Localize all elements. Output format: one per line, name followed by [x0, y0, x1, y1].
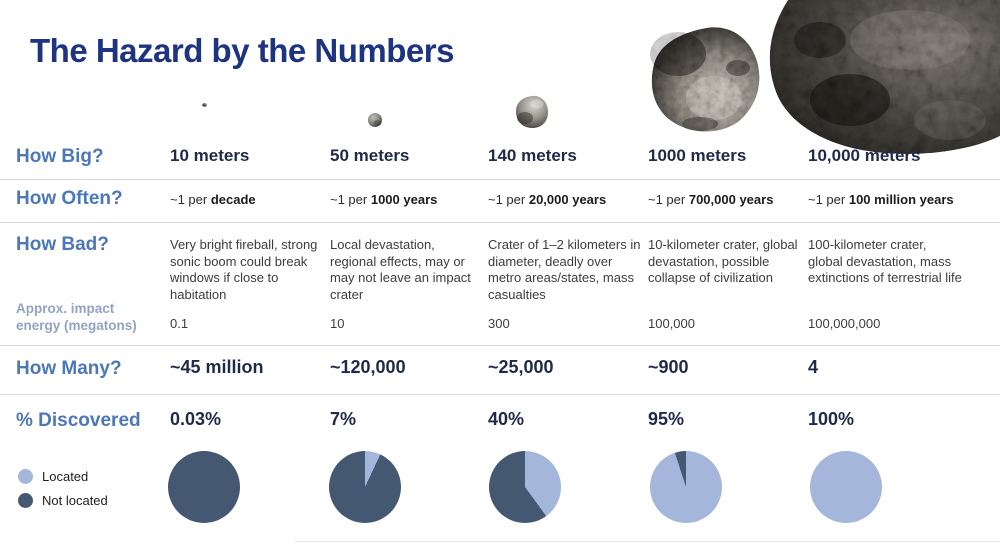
severity-text: Crater of 1–2 kilometers in diameter, de…: [488, 237, 641, 302]
legend-not-located-label: Not located: [42, 493, 108, 508]
pie-chart-discovered-10000m: [810, 451, 882, 523]
discovered-value: 40%: [488, 409, 525, 429]
size-header: 10,000 meters: [808, 146, 921, 165]
discovered-value: 100%: [808, 409, 855, 429]
impact-energy-value: 300: [488, 316, 510, 331]
legend-located-label: Located: [42, 469, 89, 484]
count-value: ~120,000: [330, 357, 406, 377]
asteroid-140m-image: [516, 95, 548, 129]
count-value: ~900: [648, 357, 689, 377]
frequency-bold: decade: [210, 192, 256, 207]
asteroid-1000m-image: [650, 27, 760, 132]
count-value: 4: [808, 357, 819, 377]
pie-chart-discovered-10m: [168, 451, 240, 523]
size-header: 10 meters: [170, 146, 250, 165]
frequency-value: ~1 per 100 million years: [808, 192, 962, 207]
frequency-bold: 1000 years: [370, 192, 438, 207]
asteroid-10000m-image: [769, 0, 1000, 155]
bottom-divider: [295, 541, 1000, 542]
severity-text: Very bright fireball, strong sonic boom …: [170, 237, 318, 302]
frequency-bold: 100 million years: [848, 192, 954, 207]
count-value: ~45 million: [170, 357, 264, 377]
discovered-value: 95%: [648, 409, 685, 429]
severity-text: 100-kilometer crater, global devastation…: [808, 237, 962, 286]
legend-item-located: Located: [18, 469, 88, 484]
frequency-value: ~1 per 20,000 years: [488, 192, 642, 207]
pie-chart-discovered-50m: [329, 451, 401, 523]
impact-energy-value: 0.1: [170, 316, 189, 331]
page-title: The Hazard by the Numbers: [30, 32, 454, 69]
size-header: 1000 meters: [648, 146, 747, 165]
frequency-value: ~1 per decade: [170, 192, 324, 207]
frequency-bold: 700,000 years: [688, 192, 774, 207]
row-divider: [0, 179, 1000, 180]
pie-chart-discovered-1000m: [650, 451, 722, 523]
impact-energy-value: 100,000: [648, 316, 695, 331]
row-label-how-bad: How Bad?: [16, 234, 109, 255]
frequency-prefix: ~1 per: [808, 192, 849, 207]
frequency-value: ~1 per 700,000 years: [648, 192, 802, 207]
frequency-prefix: ~1 per: [330, 192, 371, 207]
impact-energy-value: 10: [330, 316, 345, 331]
row-divider: [0, 222, 1000, 223]
impact-energy-label-line1: Approx. impact: [16, 301, 115, 316]
frequency-bold: 20,000 years: [528, 192, 607, 207]
frequency-prefix: ~1 per: [648, 192, 689, 207]
size-header: 140 meters: [488, 146, 577, 165]
impact-energy-label-line2: energy (megatons): [16, 317, 137, 333]
located-legend-dot-icon: [18, 469, 33, 484]
pie-chart-discovered-140m: [489, 451, 561, 523]
row-label-how-big: How Big?: [16, 146, 104, 167]
row-divider: [0, 345, 1000, 346]
frequency-prefix: ~1 per: [170, 192, 211, 207]
row-label-impact-energy: Approx. impact energy (megatons): [16, 301, 166, 335]
frequency-value: ~1 per 1000 years: [330, 192, 484, 207]
asteroid-50m-image: [368, 113, 382, 127]
asteroid-10m-image: [202, 103, 207, 107]
discovered-value: 7%: [330, 409, 357, 429]
row-label-discovered: % Discovered: [16, 410, 141, 431]
legend-item-not-located: Not located: [18, 493, 108, 508]
severity-text: Local devastation, regional effects, may…: [330, 237, 471, 302]
row-label-how-often: How Often?: [16, 188, 123, 209]
frequency-prefix: ~1 per: [488, 192, 529, 207]
impact-energy-value: 100,000,000: [808, 316, 881, 331]
count-value: ~25,000: [488, 357, 554, 377]
severity-text: 10-kilometer crater, global devastation,…: [648, 237, 798, 286]
row-divider: [0, 394, 1000, 395]
row-label-how-many: How Many?: [16, 358, 122, 379]
size-header: 50 meters: [330, 146, 410, 165]
discovered-value: 0.03%: [170, 409, 222, 429]
not-located-legend-dot-icon: [18, 493, 33, 508]
